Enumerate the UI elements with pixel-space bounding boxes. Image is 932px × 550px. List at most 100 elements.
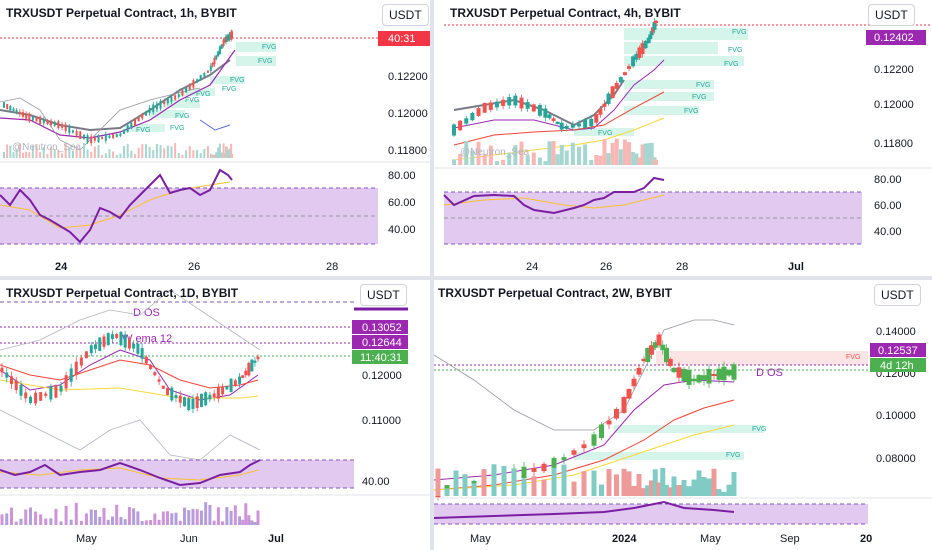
x-tick: 28 xyxy=(676,261,688,273)
volume-bar xyxy=(182,507,186,525)
candle xyxy=(14,380,18,391)
price-tick: 0.12200 xyxy=(874,64,914,76)
fvg-zone xyxy=(574,128,634,136)
volume-bar xyxy=(24,509,28,525)
fvg-label: FVG xyxy=(262,44,276,51)
candle xyxy=(98,337,102,351)
candle xyxy=(12,108,15,111)
candle xyxy=(89,345,93,354)
volume-bar xyxy=(98,516,102,525)
candle xyxy=(686,370,692,385)
volume-bar xyxy=(656,482,662,496)
candle xyxy=(711,373,717,377)
candle xyxy=(0,367,4,373)
volume-bar xyxy=(220,152,223,158)
fvg-zone xyxy=(180,88,215,96)
candle xyxy=(46,120,49,124)
rsi-ma xyxy=(0,467,259,481)
currency-button[interactable]: USDT xyxy=(868,4,915,26)
rsi-tick: 40.00 xyxy=(874,226,902,238)
volume-bar xyxy=(126,143,129,158)
volume-bar xyxy=(244,503,248,525)
chart-pane-2w[interactable]: TRXUSDT Perpetual Contract, 2W, BYBIT US… xyxy=(434,280,932,550)
candle xyxy=(110,334,114,339)
x-tick: 24 xyxy=(55,261,68,273)
volume-bar xyxy=(488,145,493,165)
candle xyxy=(69,368,73,382)
volume-bar xyxy=(581,471,587,496)
volume-bar xyxy=(591,470,597,496)
candle xyxy=(141,114,144,119)
chart-pane-1d[interactable]: TRXUSDT Perpetual Contract, 1D, BYBIT US… xyxy=(0,280,430,550)
volume-bar xyxy=(221,521,225,525)
chart-pane-4h[interactable]: TRXUSDT Perpetual Contract, 4h, BYBIT US… xyxy=(434,0,932,276)
candle xyxy=(646,37,651,44)
volume-bar xyxy=(654,159,658,165)
price-tick: 0.11000 xyxy=(362,415,401,427)
candle xyxy=(458,120,463,131)
volume-bar xyxy=(115,504,119,525)
pane-divider-vertical[interactable] xyxy=(430,0,434,550)
currency-button[interactable]: USDT xyxy=(874,284,921,306)
currency-button[interactable]: USDT xyxy=(382,4,429,26)
volume-bar xyxy=(90,151,93,158)
volume-bar xyxy=(119,517,123,525)
volume-bar xyxy=(34,511,38,525)
volume-bar xyxy=(470,150,475,165)
volume-bar xyxy=(74,502,78,525)
countdown-badge xyxy=(352,350,408,364)
chart-pane-1h[interactable]: TRXUSDT Perpetual Contract, 1h, BYBIT US… xyxy=(0,0,430,276)
candle xyxy=(652,342,658,348)
volume-bar xyxy=(671,476,677,496)
volume-bar xyxy=(29,507,33,525)
volume-bar xyxy=(19,518,23,525)
volume-bar xyxy=(31,145,34,158)
price-tick: 0.08000 xyxy=(876,453,916,465)
volume-bar xyxy=(61,153,64,158)
rsi-ma xyxy=(443,194,665,209)
volume-bar xyxy=(159,145,162,158)
pane-divider-horizontal[interactable] xyxy=(0,276,932,280)
candle xyxy=(170,96,173,102)
volume-bar xyxy=(25,151,28,158)
volume-bar xyxy=(458,153,463,165)
rsi-tick: 40.00 xyxy=(388,224,416,236)
volume-bar xyxy=(123,145,126,158)
chart-canvas-2w[interactable]: FVG D OS FVG FVG 0.14000 0.12000 0.10000… xyxy=(434,280,932,550)
chart-canvas-4h[interactable]: FVG FVG FVG FVG FVG FVG FVG @Neutron_Sea… xyxy=(434,0,932,276)
volume-bar xyxy=(166,145,169,158)
candle xyxy=(217,51,220,57)
fvg-zone xyxy=(150,110,185,118)
rsi-line xyxy=(443,176,665,215)
candle xyxy=(547,114,552,119)
chart-canvas-1h[interactable]: FVG FVG FVG FVG FVG FVG FVG FVG FVG @Neu… xyxy=(0,0,430,276)
currency-button[interactable]: USDT xyxy=(360,284,407,306)
candle xyxy=(233,380,237,386)
volume-bar xyxy=(115,154,118,158)
candle xyxy=(19,384,23,396)
candle xyxy=(137,117,140,122)
volume-bar xyxy=(15,149,18,158)
fvg-label: FVG xyxy=(846,354,860,361)
candle xyxy=(191,398,195,409)
candle xyxy=(577,123,581,127)
candle xyxy=(551,118,556,121)
candle xyxy=(182,397,186,407)
candle xyxy=(84,351,88,359)
volume-bar xyxy=(476,141,481,165)
volume-bar xyxy=(213,154,216,158)
chart-canvas-1d[interactable]: D OS W ema 12 0.12000 0.11000 0.13052 0.… xyxy=(0,280,430,550)
candle xyxy=(54,385,58,398)
volume-bar xyxy=(127,507,131,525)
candle xyxy=(104,133,107,141)
volume-bar xyxy=(471,483,477,496)
volume-bar xyxy=(631,485,637,496)
candle xyxy=(152,104,155,113)
volume-bar xyxy=(170,513,174,525)
candle xyxy=(15,109,18,113)
candle xyxy=(551,457,557,473)
candle xyxy=(44,393,48,396)
rsi-band xyxy=(434,504,868,524)
price-tick: 0.12000 xyxy=(362,370,402,382)
volume-bar xyxy=(444,488,450,496)
